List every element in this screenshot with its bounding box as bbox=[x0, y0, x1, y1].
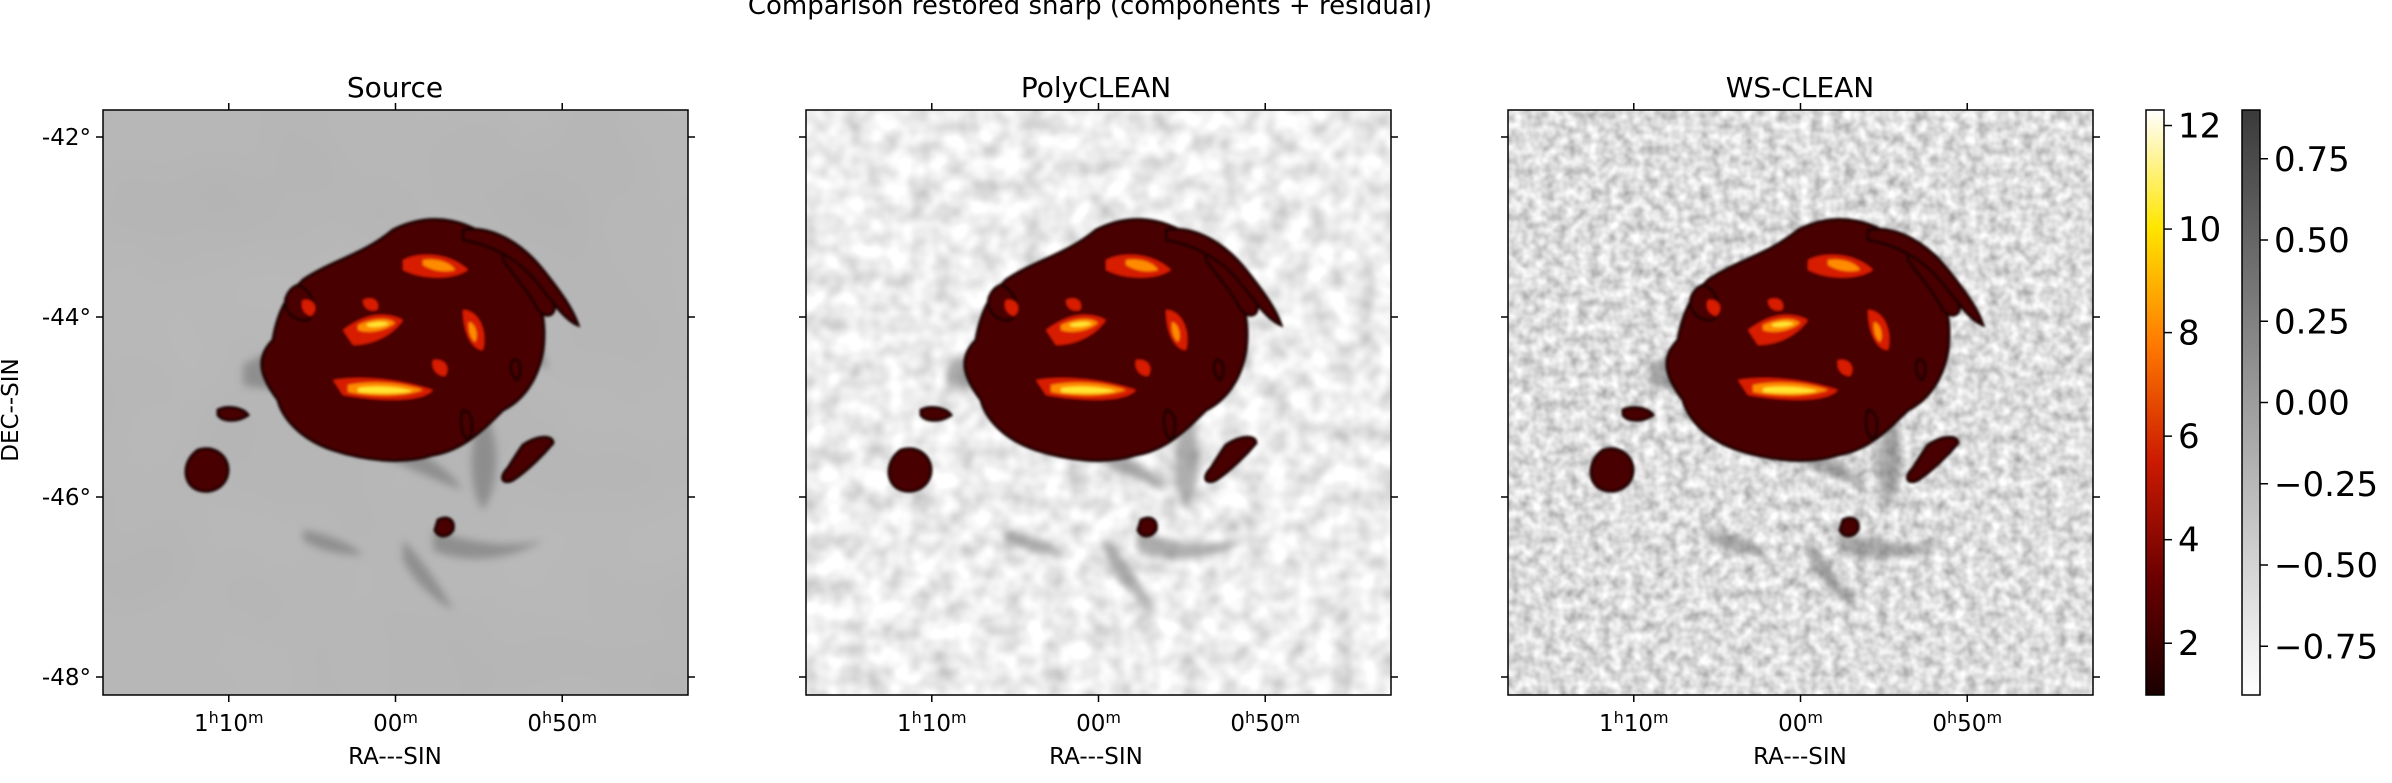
colorbar-tick-label: −0.50 bbox=[2274, 546, 2378, 586]
x-tick-label: 00m bbox=[1778, 708, 1823, 737]
colorbar-tick-label: 12 bbox=[2178, 107, 2221, 147]
colorbar-tick-label: 10 bbox=[2178, 210, 2221, 250]
y-tick-label: -48° bbox=[42, 665, 91, 691]
colorbar-tick-label: −0.75 bbox=[2274, 627, 2378, 667]
panel-wsclean: WS-CLEAN RA---SIN 1h10m 00m 0h50m bbox=[1501, 71, 2100, 770]
y-tick-label: -46° bbox=[42, 485, 91, 511]
colorbar-tick-label: 2 bbox=[2178, 624, 2200, 664]
panel-source-ticks: 1h10m 00m 0h50m -42° -44° -46° -48° bbox=[42, 103, 695, 737]
x-tick-label: 0h50m bbox=[527, 708, 597, 737]
y-tick-label: -42° bbox=[42, 125, 91, 151]
x-tick-label: 0h50m bbox=[1230, 708, 1300, 737]
panel-polyclean: PolyCLEAN RA---SIN 1h10m 00m 0h50m bbox=[799, 71, 1398, 770]
panel-wsclean-title: WS-CLEAN bbox=[1726, 71, 1875, 104]
panel-source-ylabel: DEC--SIN bbox=[0, 358, 24, 462]
panel-wsclean-ticks: 1h10m 00m 0h50m bbox=[1501, 103, 2100, 737]
colorbar-tick-label: 0.50 bbox=[2274, 221, 2350, 261]
x-tick-label: 1h10m bbox=[194, 708, 264, 737]
colorbar-components: 12 10 8 6 4 2 bbox=[2145, 107, 2221, 696]
x-tick-label: 00m bbox=[373, 708, 418, 737]
colorbar-tick-label: 0.25 bbox=[2274, 302, 2350, 342]
colorbar-residual-gradient bbox=[2241, 109, 2261, 696]
x-tick-label: 1h10m bbox=[1599, 708, 1669, 737]
colorbar-components-ticks: 12 10 8 6 4 2 bbox=[2164, 107, 2221, 664]
colorbar-components-gradient bbox=[2145, 109, 2165, 696]
panel-polyclean-title: PolyCLEAN bbox=[1021, 71, 1171, 104]
colorbar-tick-label: 0.00 bbox=[2274, 384, 2350, 424]
colorbar-tick-label: 0.75 bbox=[2274, 140, 2350, 180]
panel-source-xlabel: RA---SIN bbox=[348, 744, 442, 770]
panel-source-title: Source bbox=[347, 71, 443, 104]
panel-wsclean-xlabel: RA---SIN bbox=[1753, 744, 1847, 770]
colorbar-tick-label: 8 bbox=[2178, 314, 2200, 354]
colorbar-tick-label: 6 bbox=[2178, 417, 2200, 457]
x-tick-label: 1h10m bbox=[897, 708, 967, 737]
panel-polyclean-ticks: 1h10m 00m 0h50m bbox=[799, 103, 1398, 737]
x-tick-label: 00m bbox=[1076, 708, 1121, 737]
colorbar-tick-label: −0.25 bbox=[2274, 465, 2378, 505]
figure-suptitle: Comparison restored sharp (components + … bbox=[748, 0, 1432, 21]
panel-polyclean-xlabel: RA---SIN bbox=[1049, 744, 1143, 770]
y-tick-label: -44° bbox=[42, 305, 91, 331]
panel-source: Source RA---SIN DEC--SIN 1h10m 00m 0h50m -4… bbox=[0, 71, 695, 770]
x-tick-label: 0h50m bbox=[1932, 708, 2002, 737]
colorbar-residual: 0.75 0.50 0.25 0.00 −0.25 −0.50 −0.75 bbox=[2241, 109, 2378, 696]
colorbar-residual-ticks: 0.75 0.50 0.25 0.00 −0.25 −0.50 −0.75 bbox=[2260, 140, 2378, 667]
colorbar-tick-label: 4 bbox=[2178, 521, 2200, 561]
